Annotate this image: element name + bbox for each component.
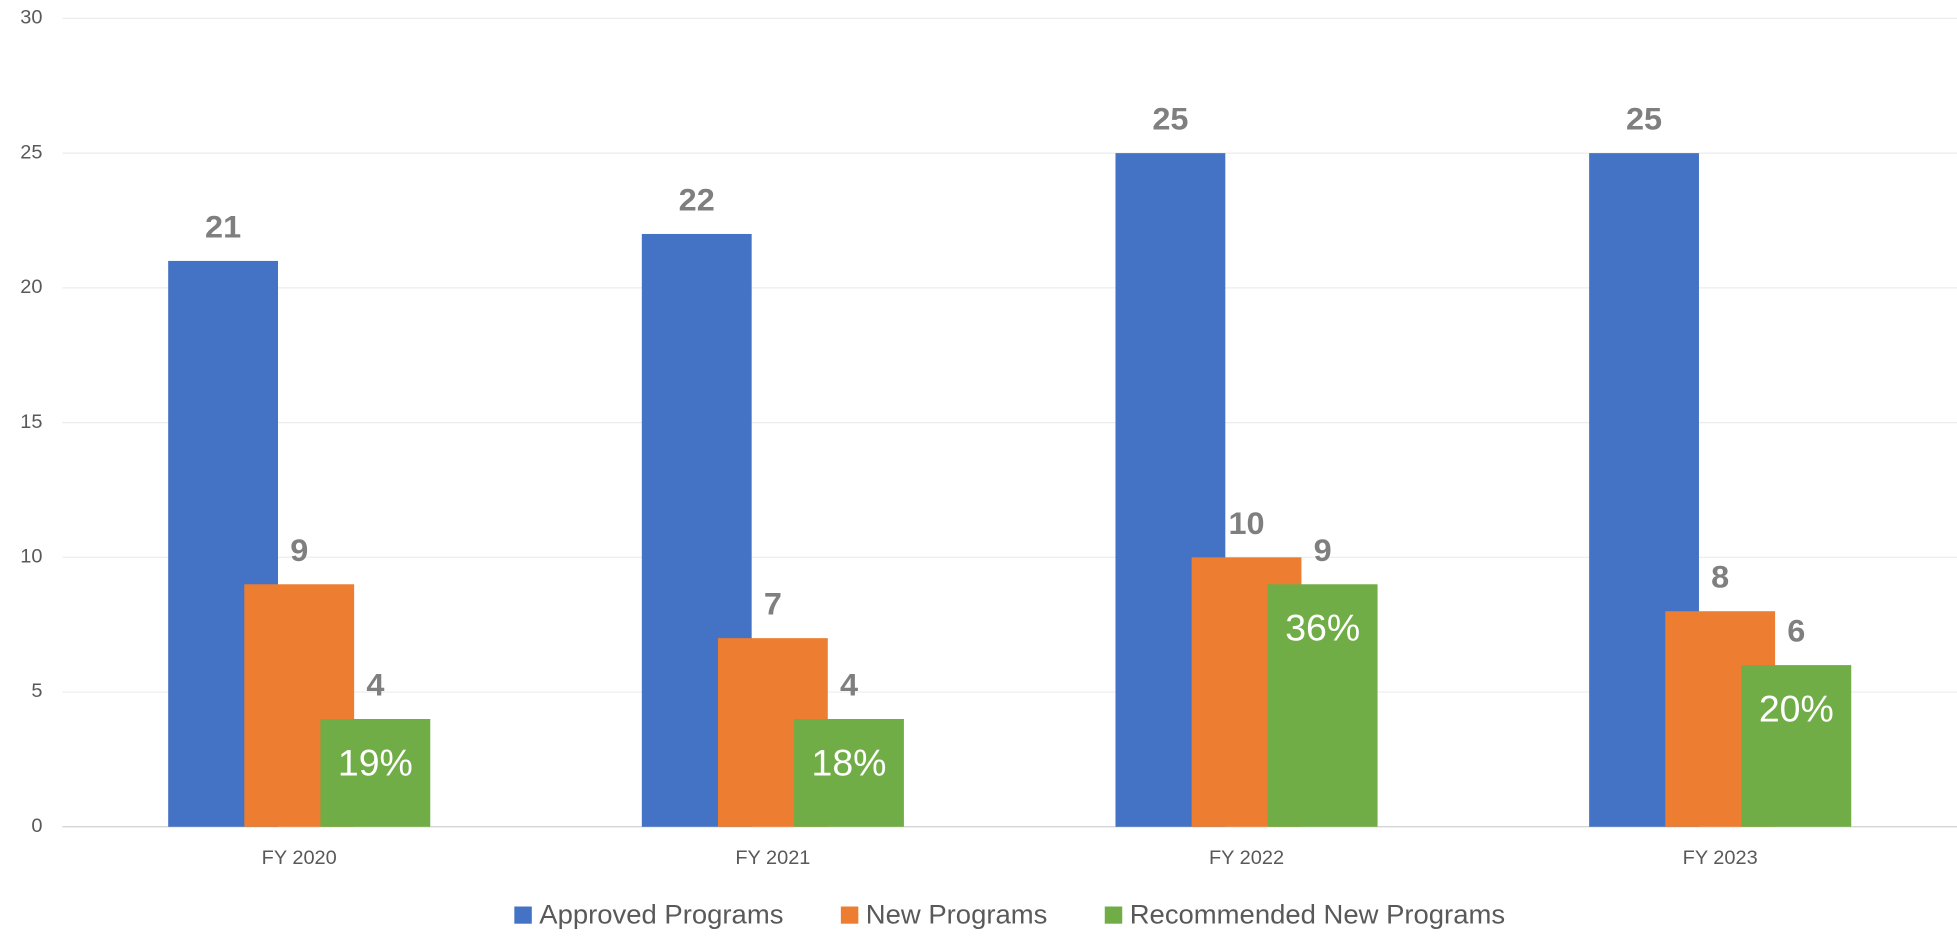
legend-label: Approved Programs [539, 899, 783, 930]
bar [320, 719, 431, 827]
data-label: 21 [205, 209, 241, 245]
y-tick-label: 20 [20, 276, 42, 298]
x-tick-label: FY 2020 [262, 847, 337, 869]
legend-label: Recommended New Programs [1130, 899, 1505, 930]
data-label: 9 [290, 532, 308, 568]
data-label: 25 [1626, 101, 1662, 137]
data-label: 10 [1228, 505, 1264, 541]
y-tick-label: 25 [20, 141, 42, 163]
bar [1267, 584, 1378, 827]
data-label: 7 [764, 586, 782, 622]
y-tick-label: 5 [31, 680, 42, 702]
inner-label: 18% [812, 742, 887, 784]
data-label: 25 [1152, 101, 1188, 137]
y-tick-label: 0 [31, 815, 42, 837]
legend-swatch [840, 906, 859, 924]
data-label: 4 [840, 667, 858, 703]
x-tick-label: FY 2023 [1683, 847, 1758, 869]
data-label: 9 [1314, 532, 1332, 568]
bar [1741, 665, 1852, 827]
y-tick-label: 30 [20, 7, 42, 29]
x-tick-label: FY 2022 [1209, 847, 1284, 869]
legend-label: New Programs [866, 899, 1048, 930]
y-tick-label: 10 [20, 546, 42, 568]
data-label: 22 [679, 182, 715, 218]
y-tick-label: 15 [20, 411, 42, 433]
data-label: 8 [1711, 559, 1729, 595]
inner-label: 36% [1285, 607, 1360, 649]
legend-swatch [1104, 906, 1123, 924]
bar [794, 719, 904, 827]
data-label: 6 [1787, 613, 1805, 649]
x-tick-label: FY 2021 [735, 847, 810, 869]
inner-label: 19% [338, 742, 413, 784]
legend-swatch [514, 906, 532, 924]
data-label: 4 [366, 667, 384, 703]
inner-label: 20% [1759, 688, 1834, 730]
